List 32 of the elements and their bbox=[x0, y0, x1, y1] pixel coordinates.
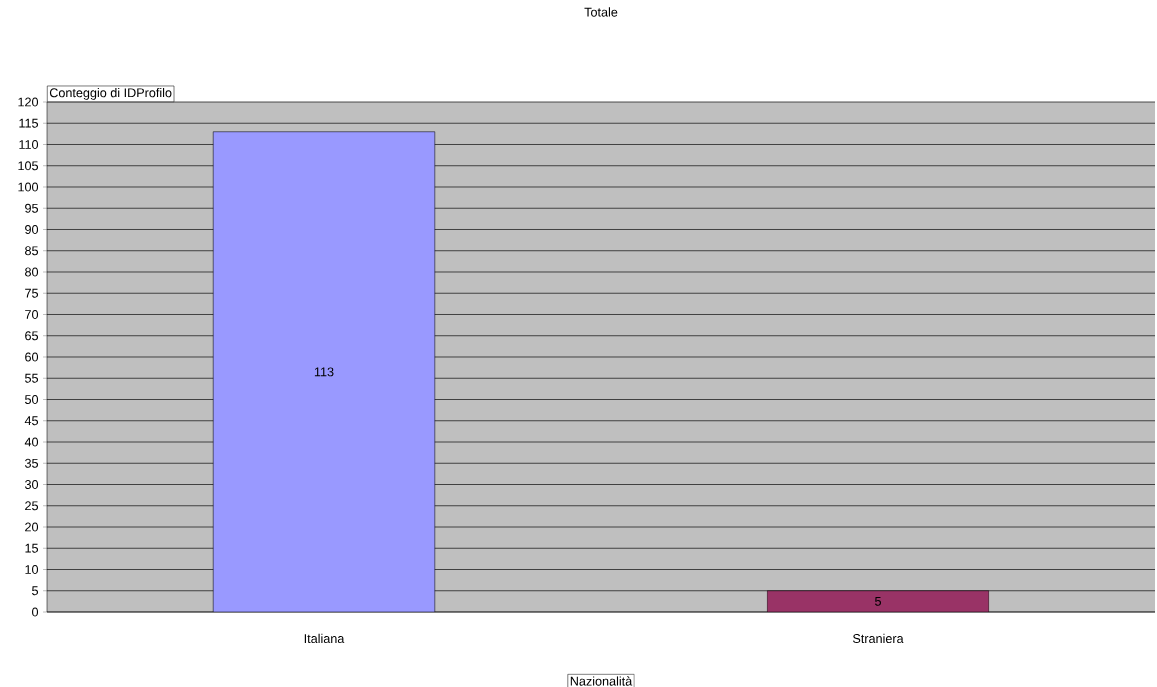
y-axis-title: Conteggio di IDProfilo bbox=[49, 87, 172, 100]
y-tick-label: 80 bbox=[25, 267, 39, 277]
y-tick-label: 65 bbox=[25, 331, 39, 341]
y-tick-label: 60 bbox=[25, 352, 39, 362]
y-tick-label: 55 bbox=[25, 373, 39, 383]
x-tick-label: Straniera bbox=[852, 633, 904, 644]
chart-title: Totale bbox=[584, 7, 618, 17]
y-tick-label: 105 bbox=[18, 161, 39, 171]
y-tick-label: 5 bbox=[32, 586, 39, 596]
y-tick-label: 40 bbox=[24, 437, 39, 447]
data-label: 113 bbox=[314, 367, 334, 377]
y-tick-label: 35 bbox=[24, 458, 39, 468]
y-tick-label: 90 bbox=[25, 225, 39, 234]
y-tick-label: 20 bbox=[25, 522, 39, 532]
y-tick-label: 75 bbox=[25, 288, 39, 298]
y-tick-label: 25 bbox=[25, 501, 39, 511]
y-tick-label: 10 bbox=[25, 565, 39, 574]
y-tick-label: 45 bbox=[24, 416, 39, 426]
data-label: 5 bbox=[875, 596, 881, 606]
y-tick-label: 95 bbox=[25, 203, 39, 213]
y-tick-label: 100 bbox=[18, 182, 39, 192]
y-tick-label: 30 bbox=[24, 480, 39, 489]
y-tick-label: 115 bbox=[19, 118, 39, 128]
y-tick-label: 85 bbox=[25, 246, 39, 256]
y-tick-label: 0 bbox=[32, 607, 39, 617]
y-tick-label: 70 bbox=[25, 310, 39, 319]
x-axis-title: Nazionalità bbox=[570, 676, 633, 686]
y-tick-label: 15 bbox=[25, 543, 39, 553]
y-tick-label: 50 bbox=[25, 395, 39, 404]
y-tick-label: 120 bbox=[18, 97, 39, 107]
y-tick-label: 110 bbox=[19, 140, 39, 149]
x-tick-label: Italiana bbox=[304, 633, 345, 644]
